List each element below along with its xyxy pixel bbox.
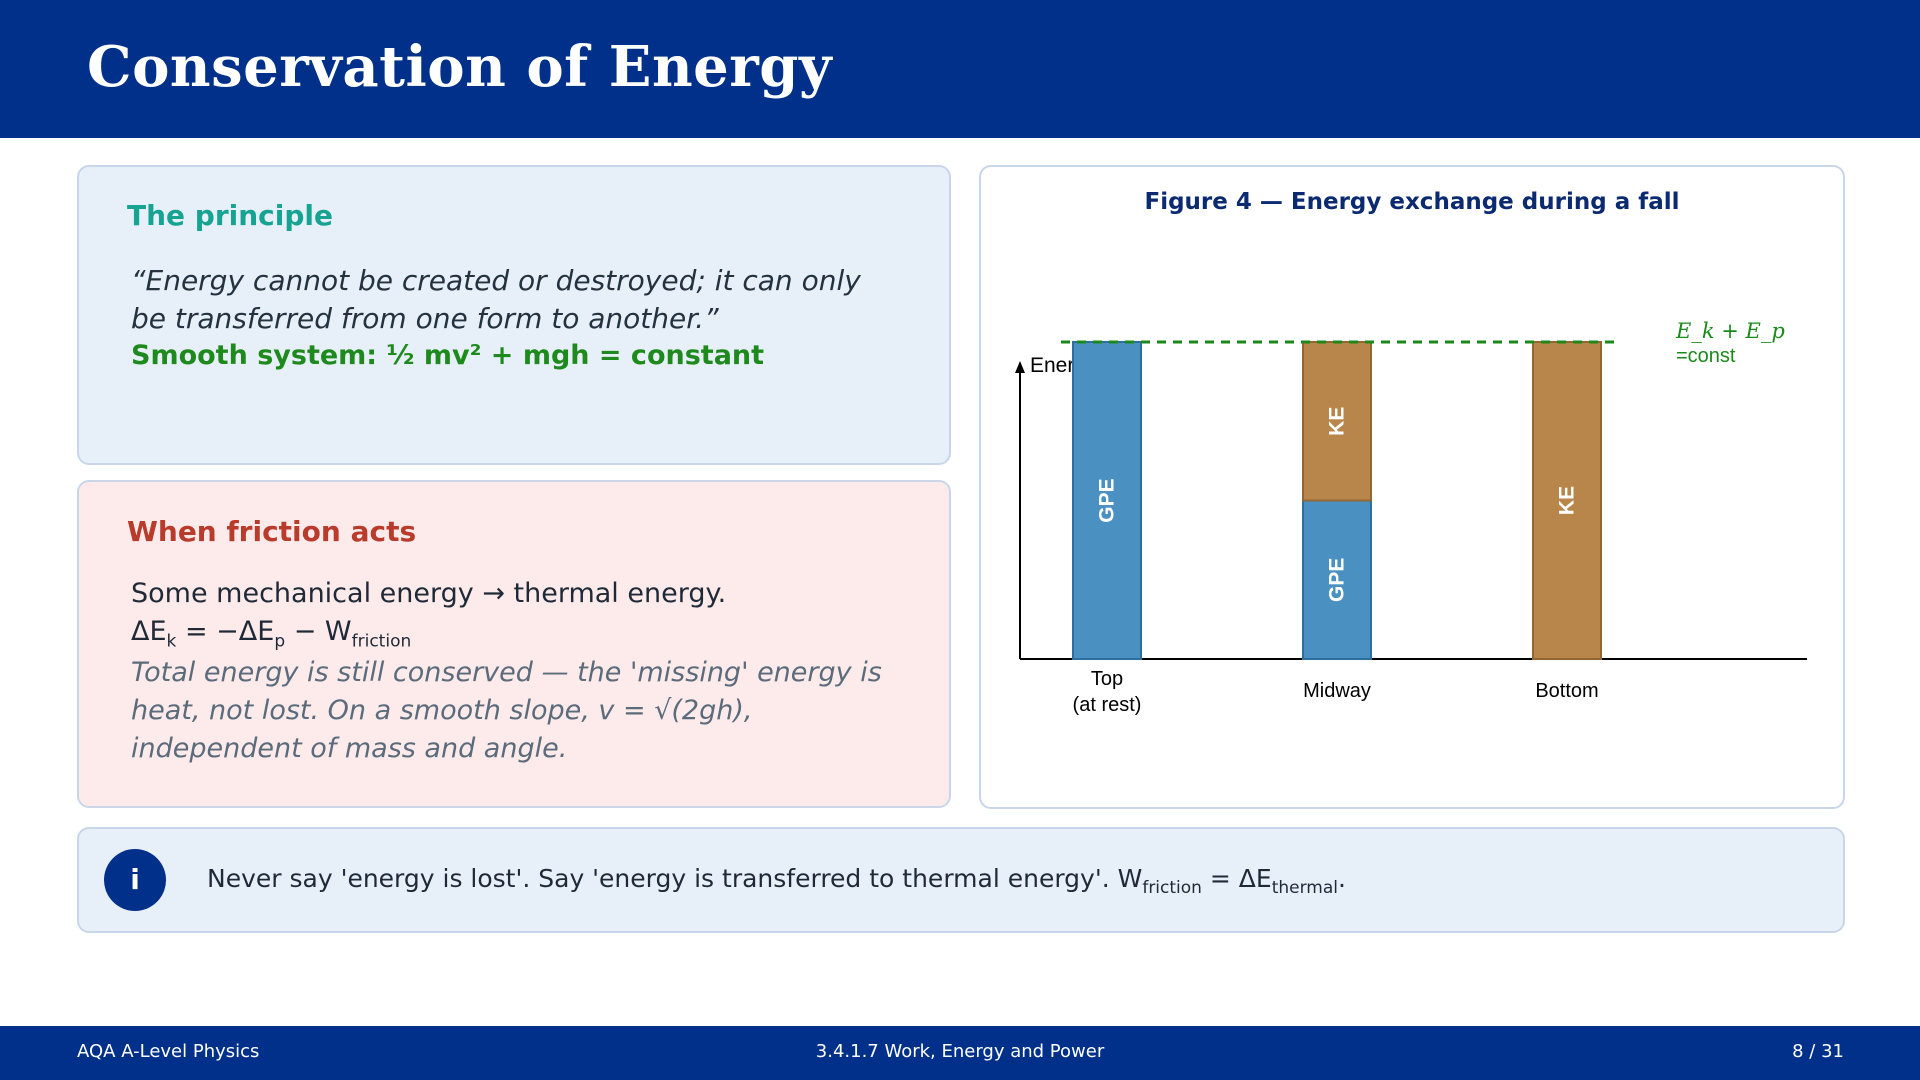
note-text: Never say 'energy is lost'. Say 'energy … [207,864,1346,898]
category-label-2-0: Bottom [1535,680,1598,702]
category-label-0-0: Top [1091,668,1123,690]
friction-explanation: Total energy is still conserved — the 'm… [131,657,882,764]
category-label-0-1: (at rest) [1073,694,1142,716]
friction-statement: Some mechanical energy → thermal energy. [131,578,727,609]
slide-title: Conservation of Energy [87,34,832,100]
category-label-1-0: Midway [1303,680,1371,702]
figure-title: Figure 4 — Energy exchange during a fall [1144,189,1680,215]
principle-quote: “Energy cannot be created or destroyed; … [131,264,861,335]
bar-gpe-0 [1072,341,1142,660]
footer-page-number: 8 / 31 [1792,1041,1844,1062]
constant-label-math: E_k + E_p [1675,319,1785,343]
y-axis-arrow [1015,361,1025,373]
bar-label-gpe-0: GPE [1096,478,1119,522]
slide-header: Conservation of Energy [0,0,1920,138]
bar-gpe-1 [1302,499,1372,660]
principle-card: The principle “Energy cannot be created … [77,165,951,465]
note-banner: i Never say 'energy is lost'. Say 'energ… [77,827,1845,933]
bar-label-gpe-1: GPE [1326,558,1349,602]
footer-course: AQA A-Level Physics [77,1041,260,1062]
principle-title: The principle [127,199,333,232]
bar-ke-1 [1302,341,1372,502]
bar-ke-2 [1532,341,1602,660]
slide-footer: AQA A-Level Physics 3.4.1.7 Work, Energy… [0,1026,1920,1080]
constant-label-text: =const [1676,345,1736,367]
bar-label-ke-2: KE [1556,486,1579,515]
friction-equation: ΔEk = −ΔEp − Wfriction [131,616,412,652]
bar-label-ke-1: KE [1326,407,1349,436]
figure-card: Figure 4 — Energy exchange during a fall… [979,165,1845,809]
info-icon: i [104,849,166,911]
smooth-system-equation: Smooth system: ½ mv² + mgh = constant [131,340,765,371]
footer-topic: 3.4.1.7 Work, Energy and Power [815,1041,1105,1062]
friction-title: When friction acts [127,515,417,548]
friction-card: When friction acts Some mechanical energ… [77,480,951,808]
